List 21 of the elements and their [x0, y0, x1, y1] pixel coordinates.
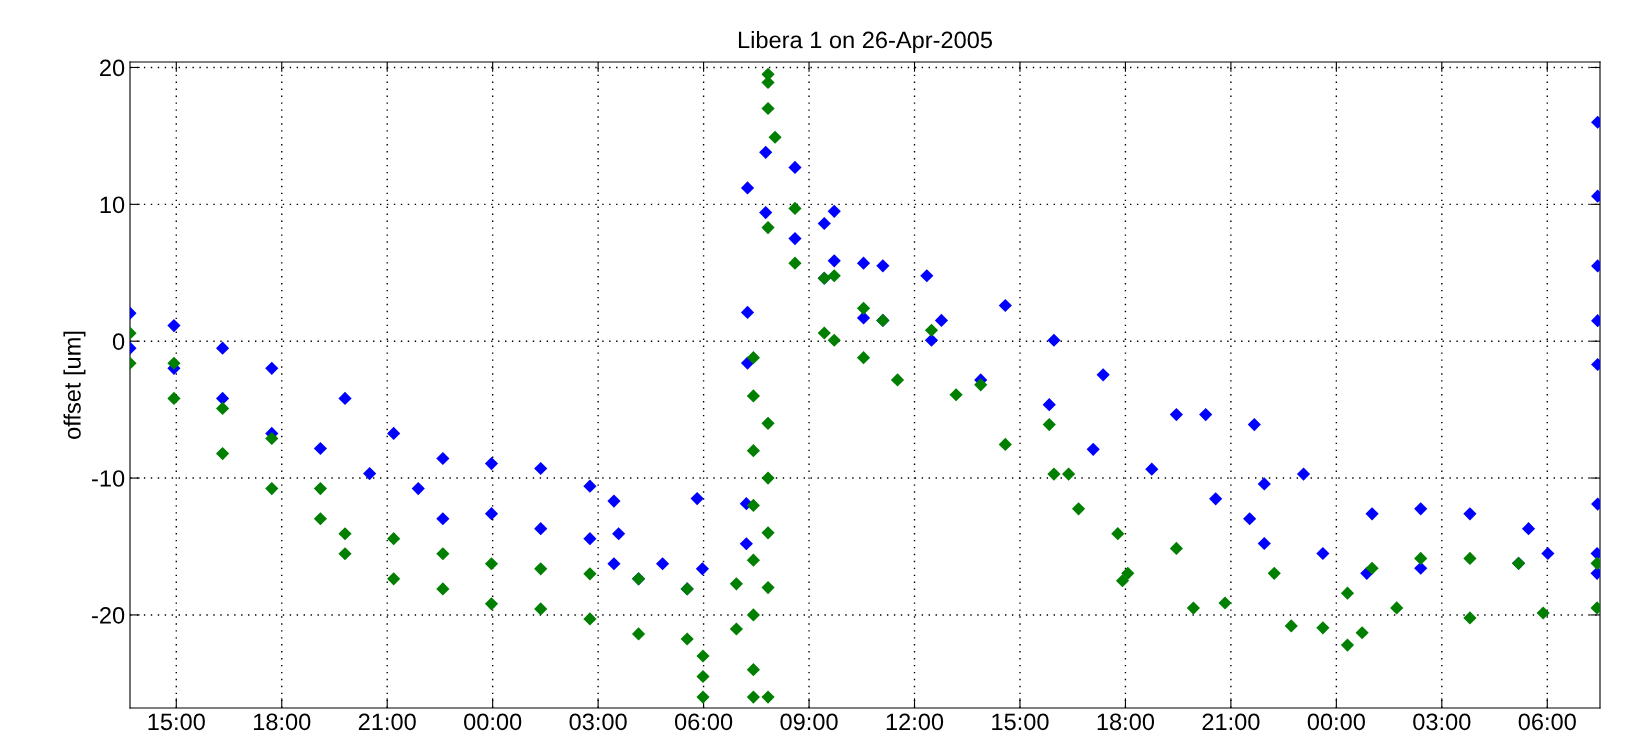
x-tick-label: 15:00 — [148, 713, 205, 731]
x-tick-label: 09:00 — [780, 713, 838, 731]
x-tick-label: 21:00 — [1202, 713, 1260, 731]
x-tick-label: 12:00 — [886, 713, 944, 731]
x-tick-label: 06:00 — [1518, 713, 1576, 731]
y-axis-title: offset [um] — [63, 331, 86, 439]
y-tick-label: 20 — [100, 59, 125, 77]
x-tick-label: 21:00 — [358, 713, 416, 731]
y-tick-label: -10 — [92, 470, 125, 487]
x-tick-label: 15:00 — [992, 713, 1049, 731]
x-tick-label: 18:00 — [254, 713, 311, 731]
chart-title: Libera 1 on 26-Apr-2005 — [738, 31, 992, 54]
y-tick-label: 10 — [100, 196, 125, 214]
y-tick-label: -20 — [92, 607, 125, 624]
y-tick-label: 0 — [112, 333, 125, 350]
x-tick-label: 18:00 — [1097, 713, 1155, 731]
x-tick-label: 03:00 — [1413, 713, 1471, 731]
x-tick-label: 03:00 — [569, 713, 627, 731]
x-tick-label: 00:00 — [464, 713, 522, 731]
x-tick-label: 00:00 — [1307, 713, 1365, 731]
x-tick-label: 06:00 — [674, 713, 733, 731]
